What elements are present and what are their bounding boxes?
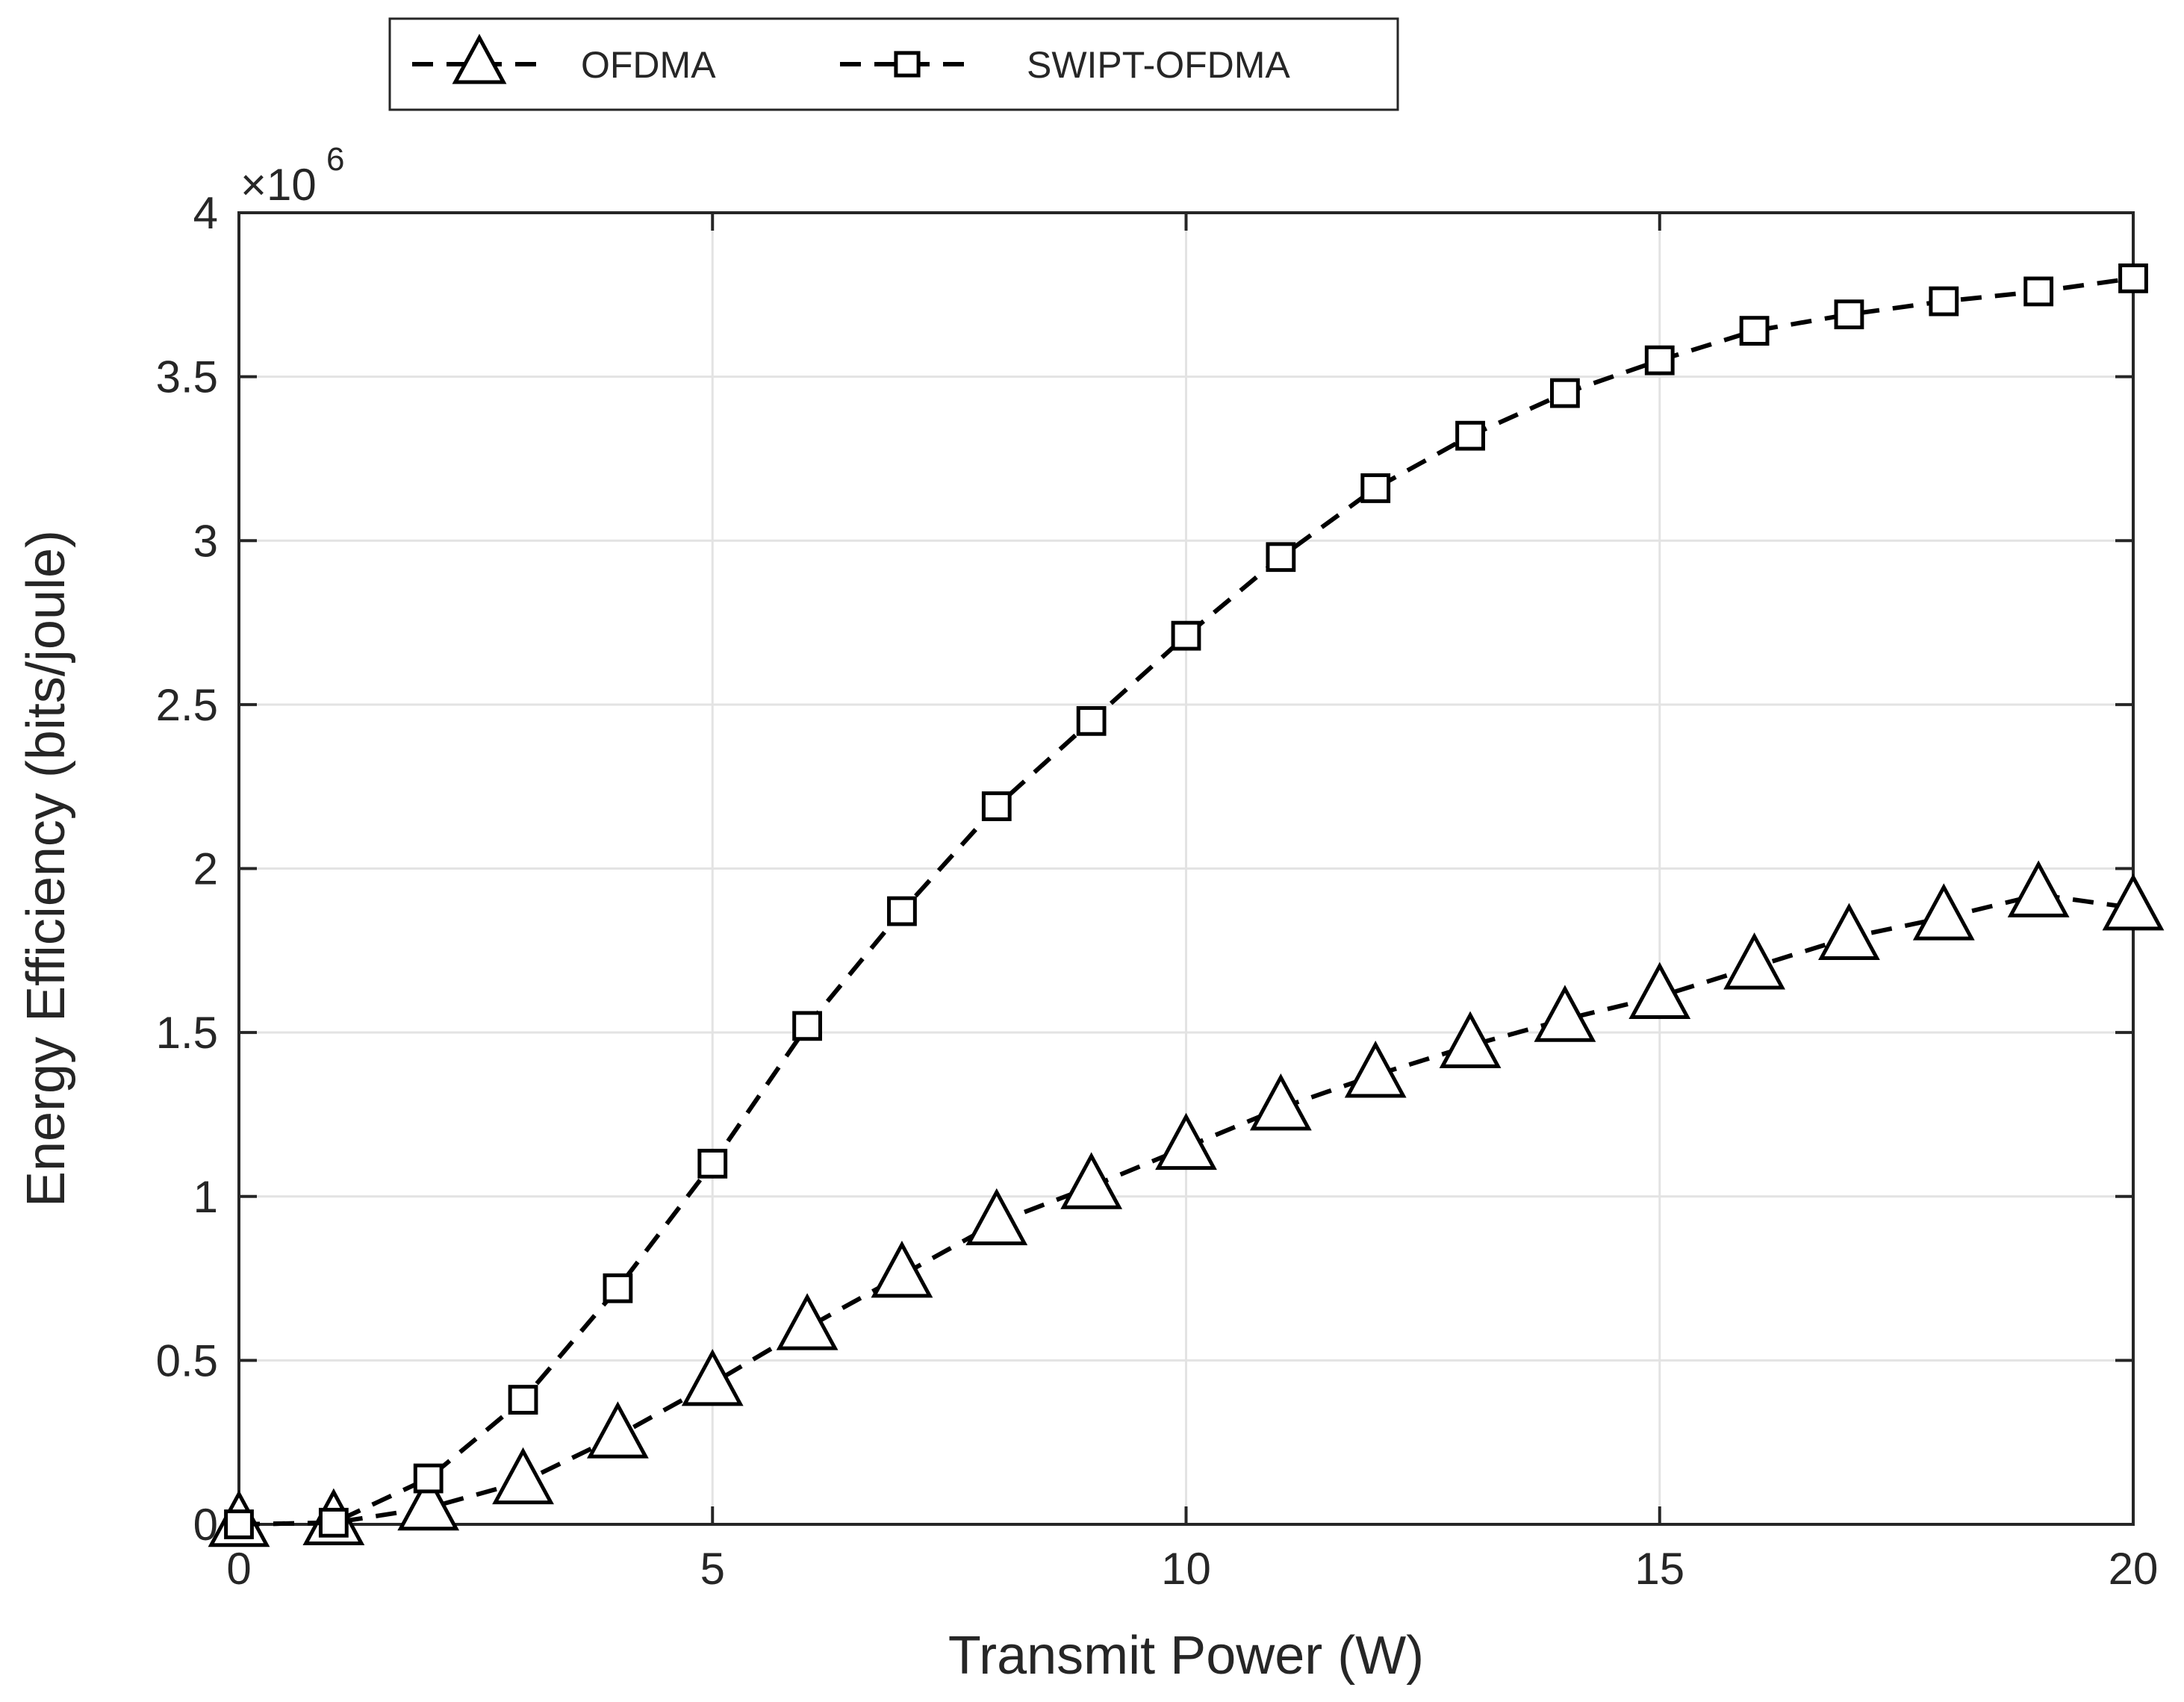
data-point-swipt-ofdma bbox=[981, 791, 1012, 821]
data-point-ofdma bbox=[1344, 1041, 1407, 1098]
data-point-swipt-ofdma bbox=[887, 896, 917, 926]
data-point-ofdma bbox=[1628, 961, 1691, 1020]
y-tick-label: 0.5 bbox=[156, 1335, 218, 1385]
y-tick-label: 2.5 bbox=[156, 680, 218, 730]
y-axis-multiplier: ×10 6 bbox=[240, 141, 344, 210]
data-point-ofdma bbox=[1439, 1011, 1502, 1068]
legend: OFDMA SWIPT-OFDMA bbox=[388, 17, 1399, 111]
data-point-swipt-ofdma bbox=[603, 1273, 633, 1303]
y-tick-label: 3.5 bbox=[156, 352, 218, 402]
data-point-swipt-ofdma bbox=[1929, 286, 1959, 317]
series bbox=[208, 263, 2165, 1547]
series-ofdma bbox=[208, 860, 2165, 1547]
legend-marker-ofdma bbox=[452, 34, 507, 84]
legend-item-swipt-ofdma: SWIPT-OFDMA bbox=[840, 44, 1290, 86]
legend-label-swipt-ofdma: SWIPT-OFDMA bbox=[1027, 44, 1290, 86]
x-tick-label: 20 bbox=[2109, 1544, 2159, 1594]
data-point-ofdma bbox=[1060, 1152, 1123, 1209]
x-tick-label: 15 bbox=[1634, 1544, 1684, 1594]
data-point-swipt-ofdma bbox=[1455, 420, 1485, 451]
data-point-ofdma bbox=[681, 1348, 744, 1406]
data-point-ofdma bbox=[1723, 932, 1785, 990]
y-tick-label: 4 bbox=[193, 188, 218, 238]
x-tick-label: 0 bbox=[226, 1544, 251, 1594]
legend-label-ofdma: OFDMA bbox=[581, 44, 716, 86]
data-point-swipt-ofdma bbox=[413, 1463, 444, 1494]
x-axis-label: Transmit Power (W) bbox=[948, 1626, 1424, 1686]
data-point-ofdma bbox=[1818, 903, 1880, 960]
data-point-swipt-ofdma bbox=[2118, 263, 2148, 293]
data-point-swipt-ofdma bbox=[224, 1509, 254, 1539]
data-point-swipt-ofdma bbox=[2023, 276, 2054, 307]
data-point-swipt-ofdma bbox=[1076, 705, 1107, 736]
legend-item-ofdma: OFDMA bbox=[412, 34, 716, 86]
series-swipt-ofdma bbox=[224, 263, 2148, 1539]
data-point-ofdma bbox=[1249, 1073, 1312, 1131]
y-tick-label: 1 bbox=[193, 1172, 218, 1222]
data-point-swipt-ofdma bbox=[792, 1011, 822, 1041]
data-point-swipt-ofdma bbox=[1171, 620, 1201, 651]
x-tick-label: 10 bbox=[1161, 1544, 1211, 1594]
data-point-ofdma bbox=[2102, 873, 2165, 931]
data-point-swipt-ofdma bbox=[1834, 299, 1864, 330]
data-point-ofdma bbox=[397, 1473, 460, 1531]
data-point-ofdma bbox=[587, 1401, 649, 1459]
data-point-swipt-ofdma bbox=[1550, 378, 1580, 408]
y-tick-label: 1.5 bbox=[156, 1008, 218, 1058]
data-point-swipt-ofdma bbox=[318, 1507, 349, 1538]
grid bbox=[239, 213, 2133, 1524]
data-point-ofdma bbox=[1534, 985, 1596, 1042]
y-tick-label: 3 bbox=[193, 516, 218, 566]
data-point-ofdma bbox=[871, 1241, 933, 1298]
legend-items: OFDMA SWIPT-OFDMA bbox=[412, 34, 1290, 86]
data-point-ofdma bbox=[776, 1293, 839, 1350]
data-point-swipt-ofdma bbox=[1644, 345, 1675, 375]
multiplier-base: ×10 bbox=[240, 160, 317, 210]
multiplier-exponent: 6 bbox=[326, 141, 344, 178]
data-point-ofdma bbox=[1155, 1112, 1217, 1170]
data-point-ofdma bbox=[1912, 883, 1975, 941]
data-point-swipt-ofdma bbox=[508, 1385, 538, 1415]
y-axis-label: Energy Efficiency (bits/joule) bbox=[16, 530, 76, 1207]
data-point-swipt-ofdma bbox=[1266, 542, 1296, 573]
x-tick-label: 5 bbox=[700, 1544, 725, 1594]
data-point-ofdma bbox=[965, 1188, 1028, 1246]
data-point-ofdma bbox=[492, 1447, 554, 1505]
legend-marker-swipt-ofdma bbox=[894, 51, 921, 78]
data-point-ofdma bbox=[2007, 860, 2070, 917]
y-tick-label: 2 bbox=[193, 844, 218, 894]
data-point-swipt-ofdma bbox=[697, 1148, 728, 1179]
data-point-swipt-ofdma bbox=[1360, 473, 1391, 503]
data-point-swipt-ofdma bbox=[1739, 316, 1770, 346]
